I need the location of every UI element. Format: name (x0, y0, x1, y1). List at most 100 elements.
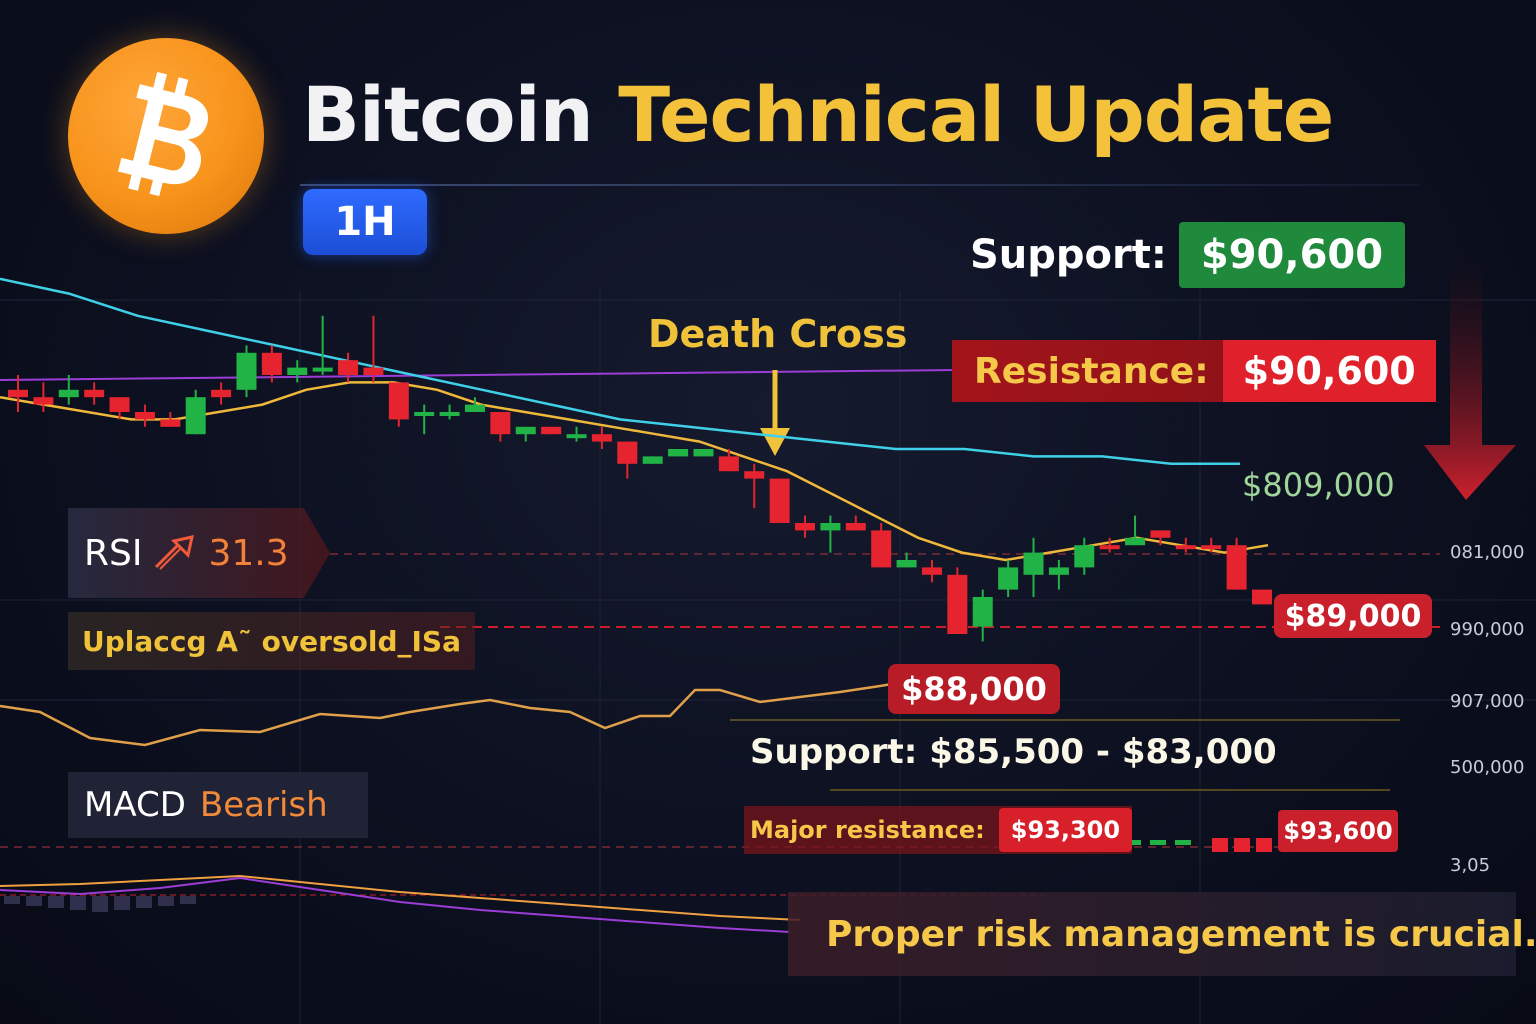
candle (8, 375, 28, 412)
candle-body (845, 523, 866, 531)
candle-body (1226, 545, 1247, 590)
candle-body (921, 567, 942, 575)
candle (795, 515, 816, 538)
candle (1175, 537, 1196, 553)
major-resistance-value-2: $93,600 (1278, 810, 1398, 852)
candle (617, 441, 638, 479)
candle-body (1099, 545, 1120, 550)
axis-tick: 907,000 (1450, 691, 1525, 712)
macd-histogram-bar (114, 896, 130, 910)
candle (1150, 530, 1171, 546)
candle (921, 560, 942, 583)
candle-body (261, 352, 282, 375)
major-resistance-value-1: $93,300 (998, 808, 1133, 852)
candle (84, 382, 105, 405)
axis-tick: 081,000 (1450, 542, 1525, 563)
rsi-indicator: RSI 31.3 (68, 508, 330, 598)
candle-body (871, 530, 892, 568)
macd-histogram-bar (1175, 840, 1191, 845)
rsi-note-box: Uplaссg A˜ oversold_ISa (68, 612, 475, 670)
candle (109, 397, 130, 420)
short-moving-average-line (0, 381, 1269, 562)
macd-indicator: MACD Bearish (68, 772, 368, 838)
candle-body (1201, 545, 1222, 550)
axis-tick: 3,05 (1450, 855, 1491, 876)
candle-body (363, 367, 384, 375)
macd-histogram-bar (1256, 838, 1272, 852)
macd-line (0, 874, 801, 921)
down-arrow-icon (1424, 250, 1516, 500)
candle (566, 426, 587, 442)
candle-body (1023, 552, 1044, 575)
resistance-value: $90,600 (1222, 340, 1436, 402)
support-callout: Support: $90,600 (970, 222, 1406, 288)
candle (464, 397, 485, 412)
candle (718, 449, 739, 472)
candle-body (338, 360, 359, 375)
bitcoin-logo-icon (68, 38, 264, 234)
candle-body (515, 426, 536, 435)
timeframe-badge[interactable]: 1H (303, 189, 427, 255)
support-label: Support: (970, 232, 1167, 278)
candle (134, 404, 155, 427)
candle-body (287, 367, 308, 375)
candle (744, 463, 765, 509)
candle-body (1252, 589, 1272, 605)
candle (236, 345, 257, 398)
rsi-value: 31.3 (208, 532, 289, 574)
candle (388, 382, 409, 427)
macd-histogram-bar (26, 896, 42, 906)
candle (947, 567, 968, 634)
candle (490, 412, 511, 442)
candle-body (312, 367, 333, 372)
candle (1074, 537, 1095, 575)
candle-body (58, 389, 79, 398)
green-price-label: $809,000 (1242, 466, 1395, 504)
candle-body (1125, 537, 1146, 546)
support-range-label: Support: (750, 732, 918, 772)
candle-body (998, 567, 1019, 590)
candle (693, 449, 714, 457)
candle (820, 515, 841, 553)
macd-histogram-bar (70, 896, 86, 910)
support-value: $90,600 (1178, 222, 1406, 288)
macd-histogram-bar (136, 896, 152, 908)
candle-body (744, 471, 765, 479)
candle (871, 523, 892, 568)
candle (896, 552, 917, 568)
support-range-value: $85,500 - $83,000 (929, 732, 1277, 772)
candle-body (972, 597, 993, 627)
major-resistance-callout: Major resistance: $93,300 (744, 806, 1133, 854)
candle (211, 382, 232, 405)
candle (160, 412, 181, 427)
candle (58, 375, 79, 405)
candle (515, 426, 536, 442)
axis-tick: 500,000 (1450, 757, 1525, 778)
candle-body (566, 434, 587, 439)
candle-body (947, 574, 968, 634)
resistance-label: Resistance: (974, 350, 1209, 392)
candle-body (668, 449, 689, 457)
candle-body (8, 389, 28, 398)
macd-label: MACD (84, 785, 186, 825)
macd-histogram-bar (1212, 838, 1228, 852)
candle (287, 360, 308, 383)
candle (312, 315, 333, 375)
candle (261, 345, 282, 383)
candle-body (896, 560, 917, 568)
candle (541, 426, 562, 435)
price-tag-88000: $88,000 (888, 664, 1060, 714)
rsi-label: RSI (84, 532, 143, 574)
candle-body (211, 389, 232, 398)
candle (1252, 589, 1272, 605)
candle-body (541, 426, 562, 435)
macd-histogram-bar (1234, 838, 1250, 852)
page-title: Bitcoin Technical Update (302, 70, 1334, 159)
candle (439, 404, 460, 420)
macd-histogram-bar (92, 896, 108, 912)
candle (1048, 560, 1069, 590)
candle (998, 560, 1019, 597)
macd-histogram-bar (180, 896, 196, 904)
support-range: Support: $85,500 - $83,000 (750, 732, 1277, 772)
